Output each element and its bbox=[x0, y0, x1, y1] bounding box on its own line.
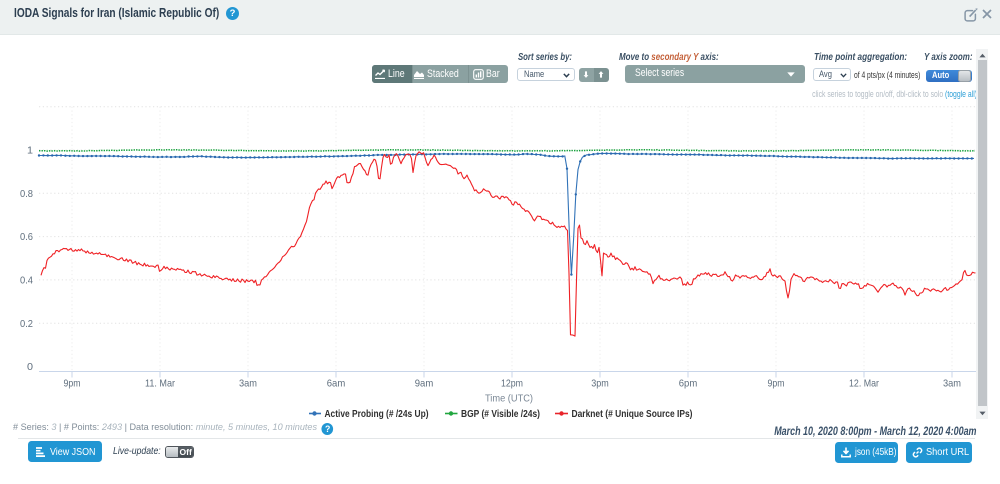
svg-text:Darknet (# Unique Source IPs): Darknet (# Unique Source IPs) bbox=[572, 408, 693, 420]
svg-text:3am: 3am bbox=[239, 378, 257, 390]
svg-text:6pm: 6pm bbox=[679, 378, 698, 390]
svg-text:0.6: 0.6 bbox=[20, 231, 33, 243]
svg-text:11. Mar: 11. Mar bbox=[145, 378, 175, 390]
svg-text:9pm: 9pm bbox=[768, 378, 785, 390]
svg-text:0: 0 bbox=[27, 361, 33, 373]
svg-text:9am: 9am bbox=[415, 378, 434, 390]
svg-text:9pm: 9pm bbox=[64, 378, 81, 390]
svg-text:0.2: 0.2 bbox=[20, 318, 33, 330]
svg-text:1: 1 bbox=[27, 145, 33, 157]
svg-text:6am: 6am bbox=[327, 378, 346, 390]
svg-text:3am: 3am bbox=[943, 378, 961, 390]
svg-text:0.8: 0.8 bbox=[20, 188, 33, 200]
svg-text:Active Probing (# /24s Up): Active Probing (# /24s Up) bbox=[325, 408, 429, 420]
svg-text:0.4: 0.4 bbox=[20, 275, 33, 287]
svg-text:12. Mar: 12. Mar bbox=[849, 378, 879, 390]
svg-text:BGP (# Visible /24s): BGP (# Visible /24s) bbox=[461, 408, 540, 420]
svg-text:12pm: 12pm bbox=[501, 378, 523, 390]
svg-text:3pm: 3pm bbox=[591, 378, 609, 390]
svg-text:Time (UTC): Time (UTC) bbox=[485, 393, 533, 405]
